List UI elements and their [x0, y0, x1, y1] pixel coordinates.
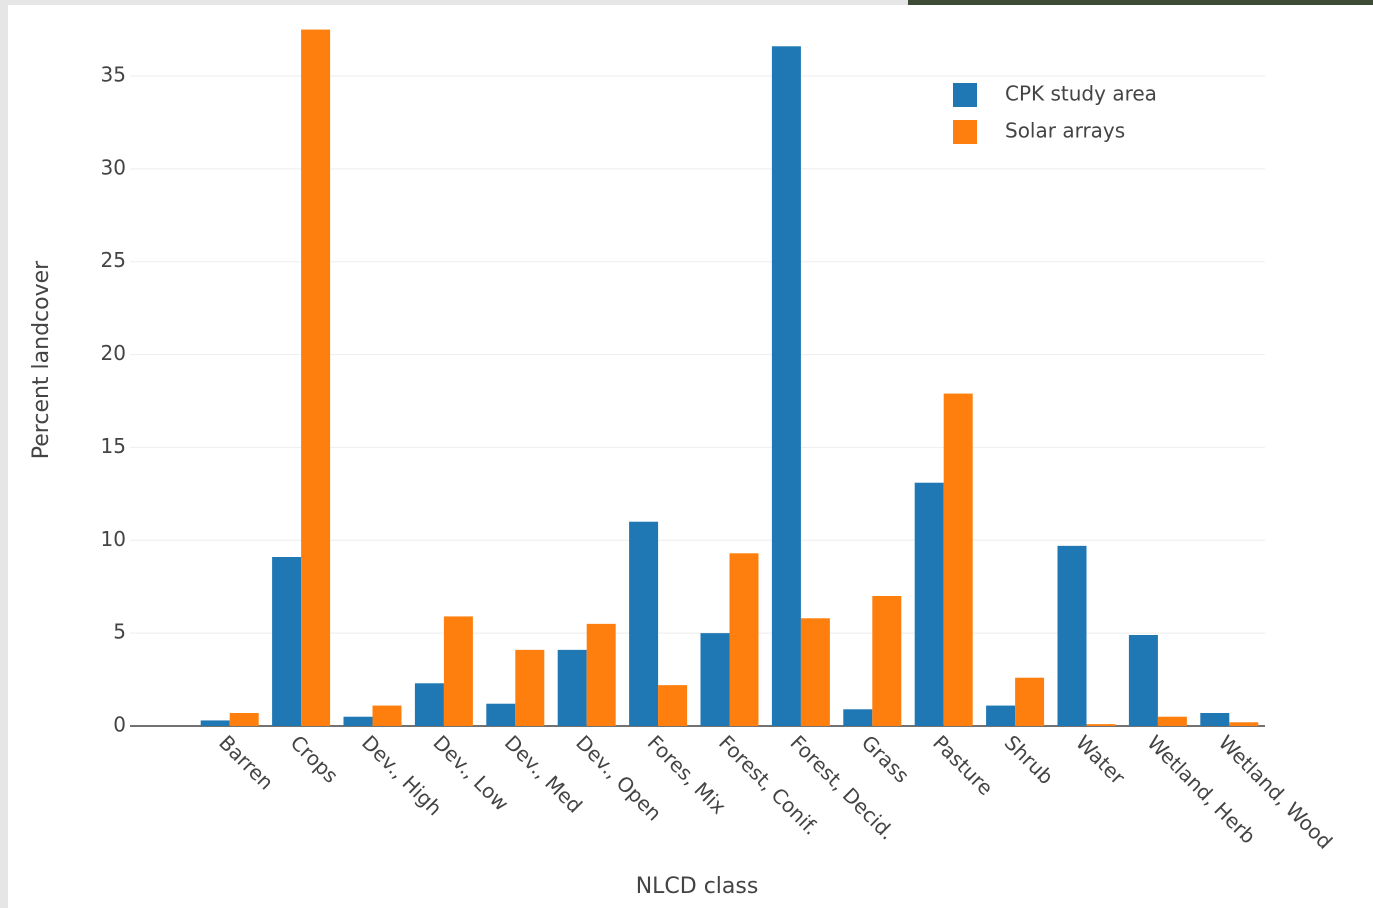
bar: [915, 483, 944, 726]
bar: [872, 596, 901, 726]
legend-swatch: [953, 120, 977, 144]
bar: [515, 650, 544, 726]
bar: [1015, 678, 1044, 726]
bar: [658, 685, 687, 726]
bar: [944, 394, 973, 726]
y-tick-label: 15: [101, 434, 126, 458]
bar: [301, 30, 330, 726]
y-tick-label: 5: [113, 620, 126, 644]
bar: [772, 46, 801, 726]
bar: [730, 553, 759, 726]
bar: [701, 633, 730, 726]
bar: [201, 720, 230, 726]
bar: [344, 717, 373, 726]
bar: [486, 704, 515, 726]
bar: [1158, 717, 1187, 726]
legend-label: Solar arrays: [1005, 119, 1125, 143]
bar: [1058, 546, 1087, 726]
y-tick-label: 20: [101, 341, 126, 365]
bar: [629, 522, 658, 726]
bar: [1087, 724, 1116, 726]
bar: [373, 706, 402, 726]
bar: [1129, 635, 1158, 726]
legend-label: CPK study area: [1005, 82, 1157, 106]
bar: [843, 709, 872, 726]
x-axis-title: NLCD class: [636, 874, 759, 899]
background-image-strip: [908, 0, 1373, 5]
bar: [801, 618, 830, 726]
bar: [587, 624, 616, 726]
bar: [415, 683, 444, 726]
bar: [1229, 722, 1258, 726]
bar: [444, 616, 473, 726]
bar: [272, 557, 301, 726]
bar: [230, 713, 259, 726]
bar: [1200, 713, 1229, 726]
bar: [986, 706, 1015, 726]
chart: NLCD class Percent landcover 0 5 10 15 20 25 3…: [0, 0, 1373, 908]
y-axis-title: Percent landcover: [29, 260, 54, 459]
legend-swatch: [953, 83, 977, 107]
y-tick-label: 25: [101, 248, 126, 272]
bar: [558, 650, 587, 726]
y-tick-label: 10: [101, 527, 126, 551]
y-tick-label: 30: [101, 155, 126, 179]
y-tick-label: 0: [113, 713, 126, 737]
y-tick-label: 35: [101, 63, 126, 87]
